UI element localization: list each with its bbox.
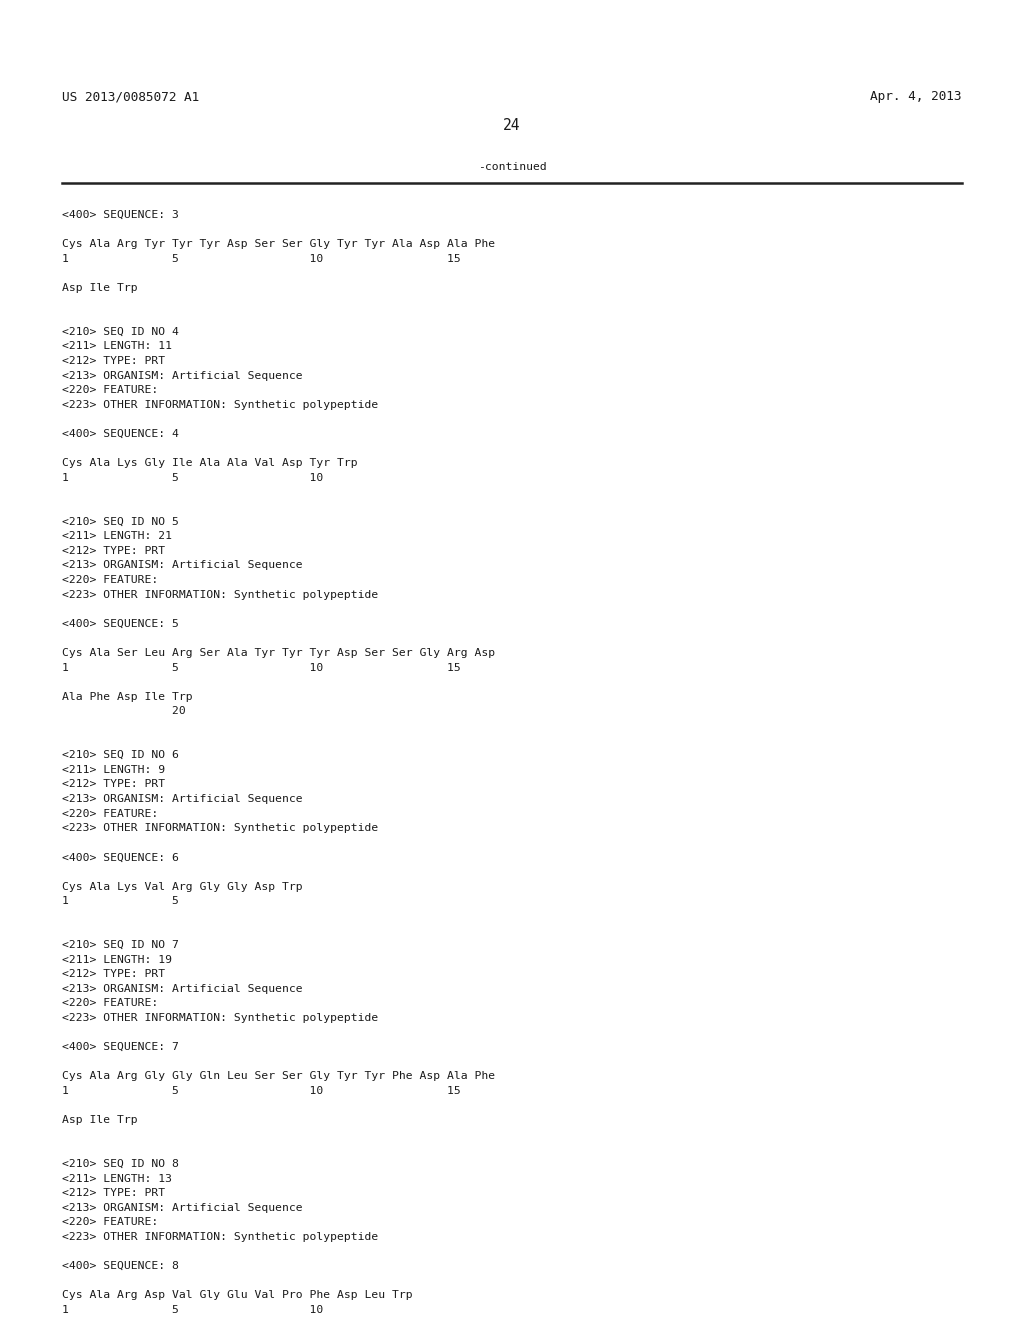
Text: Asp Ile Trp: Asp Ile Trp: [62, 1115, 137, 1125]
Text: <212> TYPE: PRT: <212> TYPE: PRT: [62, 779, 165, 789]
Text: Cys Ala Arg Gly Gly Gln Leu Ser Ser Gly Tyr Tyr Phe Asp Ala Phe: Cys Ala Arg Gly Gly Gln Leu Ser Ser Gly …: [62, 1072, 496, 1081]
Text: Apr. 4, 2013: Apr. 4, 2013: [870, 90, 962, 103]
Text: <223> OTHER INFORMATION: Synthetic polypeptide: <223> OTHER INFORMATION: Synthetic polyp…: [62, 590, 378, 599]
Text: <211> LENGTH: 13: <211> LENGTH: 13: [62, 1173, 172, 1184]
Text: <212> TYPE: PRT: <212> TYPE: PRT: [62, 356, 165, 366]
Text: <220> FEATURE:: <220> FEATURE:: [62, 1217, 159, 1228]
Text: <210> SEQ ID NO 5: <210> SEQ ID NO 5: [62, 516, 179, 527]
Text: Cys Ala Arg Asp Val Gly Glu Val Pro Phe Asp Leu Trp: Cys Ala Arg Asp Val Gly Glu Val Pro Phe …: [62, 1291, 413, 1300]
Text: <223> OTHER INFORMATION: Synthetic polypeptide: <223> OTHER INFORMATION: Synthetic polyp…: [62, 400, 378, 409]
Text: <223> OTHER INFORMATION: Synthetic polypeptide: <223> OTHER INFORMATION: Synthetic polyp…: [62, 1012, 378, 1023]
Text: <220> FEATURE:: <220> FEATURE:: [62, 385, 159, 395]
Text: 1               5                   10                  15: 1 5 10 15: [62, 253, 461, 264]
Text: Cys Ala Lys Val Arg Gly Gly Asp Trp: Cys Ala Lys Val Arg Gly Gly Asp Trp: [62, 882, 303, 891]
Text: <213> ORGANISM: Artificial Sequence: <213> ORGANISM: Artificial Sequence: [62, 1203, 303, 1213]
Text: 1               5                   10                  15: 1 5 10 15: [62, 1086, 461, 1096]
Text: <210> SEQ ID NO 4: <210> SEQ ID NO 4: [62, 327, 179, 337]
Text: <213> ORGANISM: Artificial Sequence: <213> ORGANISM: Artificial Sequence: [62, 983, 303, 994]
Text: Asp Ile Trp: Asp Ile Trp: [62, 282, 137, 293]
Text: <220> FEATURE:: <220> FEATURE:: [62, 998, 159, 1008]
Text: 1               5: 1 5: [62, 896, 179, 907]
Text: <400> SEQUENCE: 7: <400> SEQUENCE: 7: [62, 1043, 179, 1052]
Text: US 2013/0085072 A1: US 2013/0085072 A1: [62, 90, 200, 103]
Text: <211> LENGTH: 9: <211> LENGTH: 9: [62, 764, 165, 775]
Text: -continued: -continued: [477, 162, 547, 172]
Text: <210> SEQ ID NO 6: <210> SEQ ID NO 6: [62, 750, 179, 760]
Text: <213> ORGANISM: Artificial Sequence: <213> ORGANISM: Artificial Sequence: [62, 371, 303, 380]
Text: <212> TYPE: PRT: <212> TYPE: PRT: [62, 545, 165, 556]
Text: 1               5                   10                  15: 1 5 10 15: [62, 663, 461, 673]
Text: Cys Ala Arg Tyr Tyr Tyr Asp Ser Ser Gly Tyr Tyr Ala Asp Ala Phe: Cys Ala Arg Tyr Tyr Tyr Asp Ser Ser Gly …: [62, 239, 496, 249]
Text: <400> SEQUENCE: 3: <400> SEQUENCE: 3: [62, 210, 179, 220]
Text: <211> LENGTH: 19: <211> LENGTH: 19: [62, 954, 172, 965]
Text: <211> LENGTH: 21: <211> LENGTH: 21: [62, 531, 172, 541]
Text: <212> TYPE: PRT: <212> TYPE: PRT: [62, 969, 165, 979]
Text: 1               5                   10: 1 5 10: [62, 1305, 324, 1315]
Text: <400> SEQUENCE: 6: <400> SEQUENCE: 6: [62, 853, 179, 862]
Text: Cys Ala Lys Gly Ile Ala Ala Val Asp Tyr Trp: Cys Ala Lys Gly Ile Ala Ala Val Asp Tyr …: [62, 458, 357, 469]
Text: <400> SEQUENCE: 5: <400> SEQUENCE: 5: [62, 619, 179, 628]
Text: <213> ORGANISM: Artificial Sequence: <213> ORGANISM: Artificial Sequence: [62, 795, 303, 804]
Text: <211> LENGTH: 11: <211> LENGTH: 11: [62, 342, 172, 351]
Text: <213> ORGANISM: Artificial Sequence: <213> ORGANISM: Artificial Sequence: [62, 561, 303, 570]
Text: 20: 20: [62, 706, 185, 717]
Text: Cys Ala Ser Leu Arg Ser Ala Tyr Tyr Tyr Asp Ser Ser Gly Arg Asp: Cys Ala Ser Leu Arg Ser Ala Tyr Tyr Tyr …: [62, 648, 496, 657]
Text: <220> FEATURE:: <220> FEATURE:: [62, 809, 159, 818]
Text: <210> SEQ ID NO 7: <210> SEQ ID NO 7: [62, 940, 179, 950]
Text: <212> TYPE: PRT: <212> TYPE: PRT: [62, 1188, 165, 1199]
Text: Ala Phe Asp Ile Trp: Ala Phe Asp Ile Trp: [62, 692, 193, 702]
Text: <220> FEATURE:: <220> FEATURE:: [62, 576, 159, 585]
Text: 1               5                   10: 1 5 10: [62, 473, 324, 483]
Text: <223> OTHER INFORMATION: Synthetic polypeptide: <223> OTHER INFORMATION: Synthetic polyp…: [62, 1232, 378, 1242]
Text: 24: 24: [503, 117, 521, 133]
Text: <400> SEQUENCE: 4: <400> SEQUENCE: 4: [62, 429, 179, 440]
Text: <223> OTHER INFORMATION: Synthetic polypeptide: <223> OTHER INFORMATION: Synthetic polyp…: [62, 824, 378, 833]
Text: <210> SEQ ID NO 8: <210> SEQ ID NO 8: [62, 1159, 179, 1170]
Text: <400> SEQUENCE: 8: <400> SEQUENCE: 8: [62, 1261, 179, 1271]
